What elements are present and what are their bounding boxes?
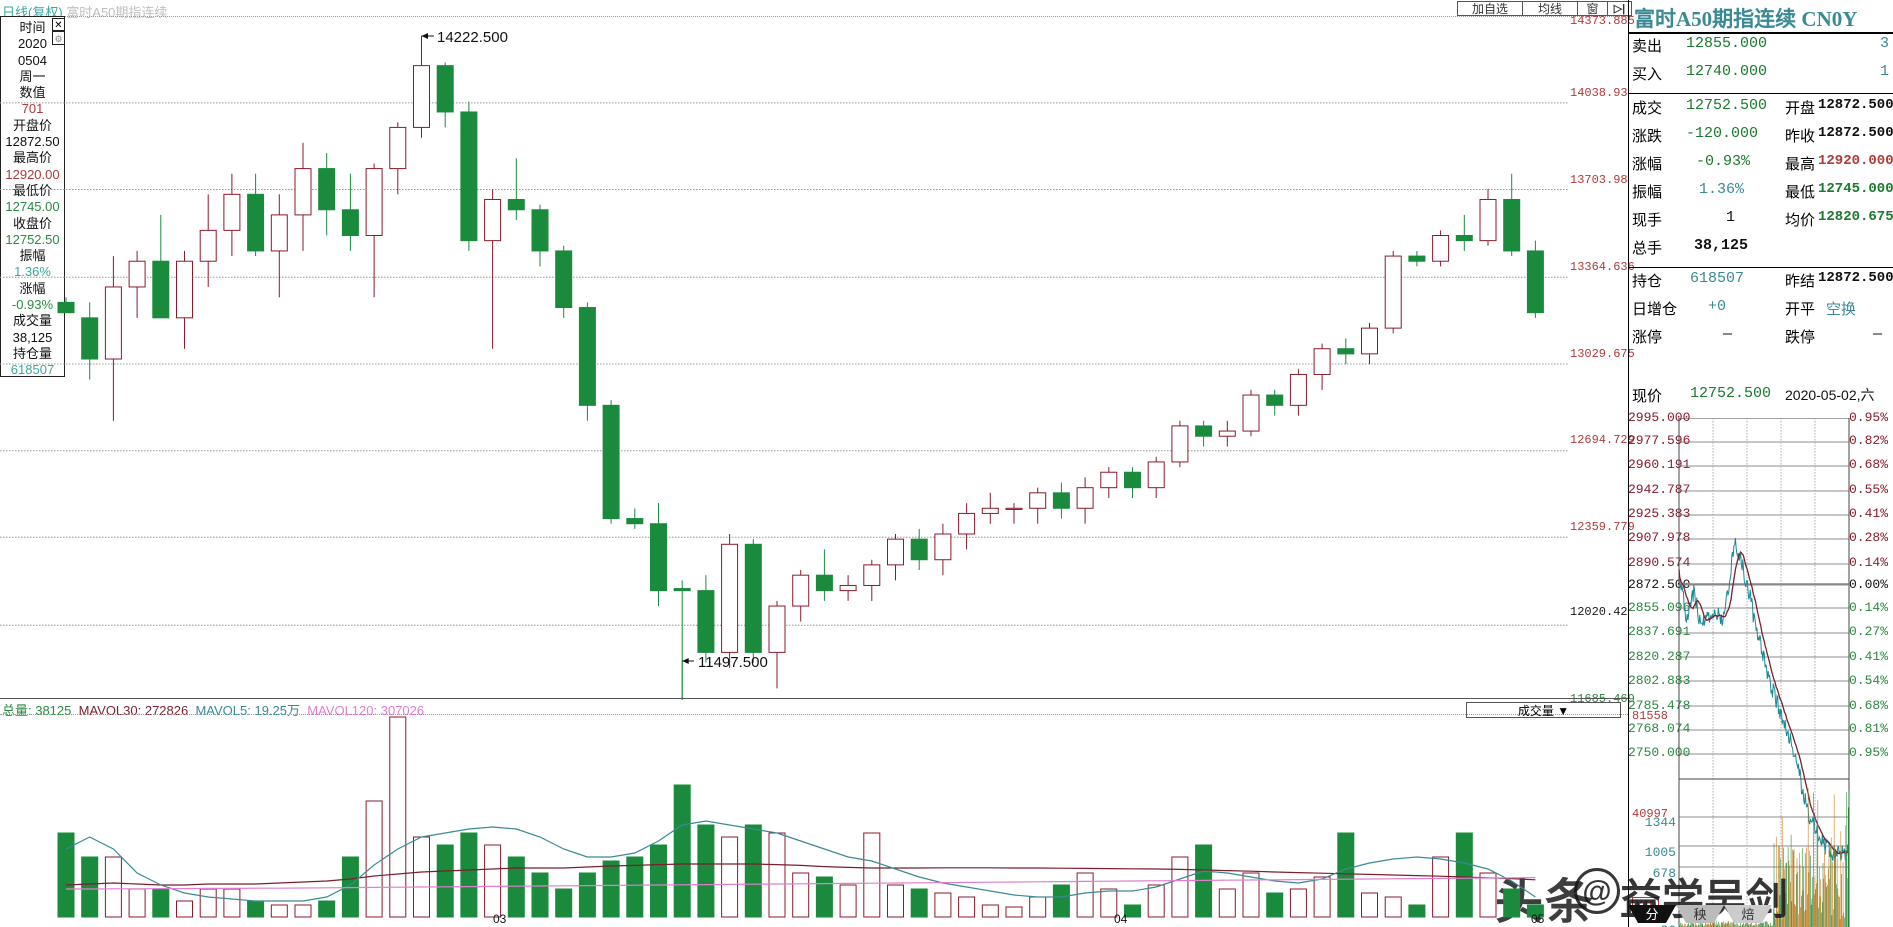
svg-text:分: 分 (1645, 907, 1658, 922)
svg-text:秧: 秧 (1693, 907, 1706, 922)
svg-text:焙: 焙 (1741, 907, 1754, 922)
